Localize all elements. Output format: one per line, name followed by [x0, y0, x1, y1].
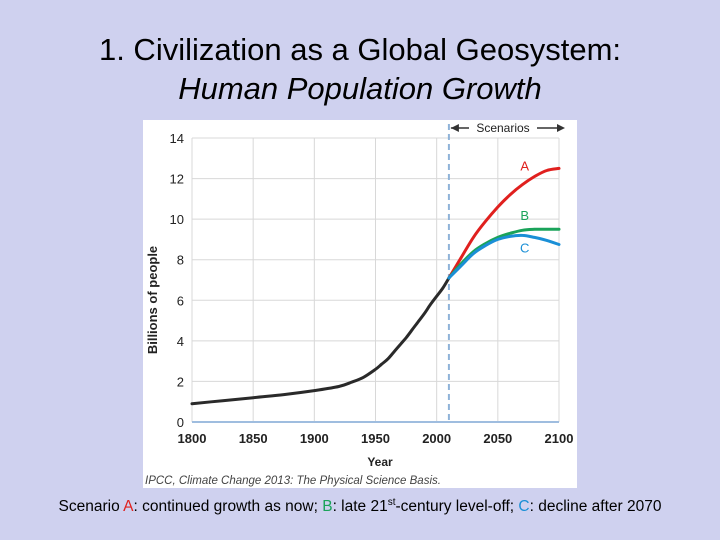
- y-tick-label: 4: [177, 334, 184, 349]
- caption-a: A: [123, 498, 134, 515]
- y-tick-label: 10: [170, 212, 184, 227]
- y-tick-label: 12: [170, 172, 184, 187]
- caption-prefix: Scenario: [58, 498, 124, 515]
- scenarios-label: Scenarios: [476, 121, 529, 135]
- slide-title: 1. Civilization as a Global Geosystem: H…: [0, 30, 720, 108]
- y-tick-label: 2: [177, 374, 184, 389]
- title-line-1: 1. Civilization as a Global Geosystem:: [98, 32, 622, 67]
- scenarios-arrowhead: [557, 124, 565, 132]
- series-label-c: C: [520, 241, 529, 256]
- y-tick-label: 0: [177, 415, 184, 430]
- x-tick-label: 1850: [239, 431, 268, 446]
- caption-b: B: [322, 498, 333, 515]
- scenario-caption: Scenario A: continued growth as now; B: …: [0, 497, 720, 516]
- population-chart-figure: 0 2 4 6 8 10 12 14 1800 1850 1900 1950 2000 2050 2100 …: [143, 120, 577, 488]
- series-line-historical: [190, 276, 451, 406]
- caption-a-text: : continued growth as now;: [133, 498, 323, 515]
- x-tick-label: 2050: [483, 431, 512, 446]
- y-tick-label: 6: [177, 293, 184, 308]
- axis-layer: 0 2 4 6 8 10 12 14 1800 1850 1900 1950 2000 2050 2100: [170, 124, 574, 446]
- series-line-a: [447, 166, 561, 280]
- y-axis-label: Billions of people: [145, 246, 160, 354]
- x-tick-label: 2100: [545, 431, 574, 446]
- caption-sup: st: [387, 497, 396, 508]
- title-line-2: Human Population Growth: [178, 71, 542, 106]
- caption-c-text: : decline after 2070: [529, 498, 662, 515]
- x-tick-label: 2000: [422, 431, 451, 446]
- x-tick-label: 1800: [178, 431, 207, 446]
- series-layer: [190, 166, 561, 406]
- x-tick-label: 1900: [300, 431, 329, 446]
- series-label-a: A: [520, 158, 529, 173]
- caption-c: C: [518, 498, 530, 515]
- series-line-c: [447, 233, 561, 280]
- x-tick-label: 1950: [361, 431, 390, 446]
- caption-b-text: : late 21: [332, 498, 388, 515]
- caption-b-text-2: -century level-off;: [395, 498, 519, 515]
- grid-layer: [191, 137, 560, 423]
- scenarios-arrowhead-left: [450, 124, 459, 132]
- x-axis-label: Year: [367, 455, 393, 469]
- y-tick-label: 14: [170, 131, 184, 146]
- source-credit: IPCC, Climate Change 2013: The Physical …: [145, 475, 441, 487]
- y-tick-label: 8: [177, 253, 184, 268]
- series-label-b: B: [520, 208, 529, 223]
- label-layer: A B C: [520, 158, 529, 255]
